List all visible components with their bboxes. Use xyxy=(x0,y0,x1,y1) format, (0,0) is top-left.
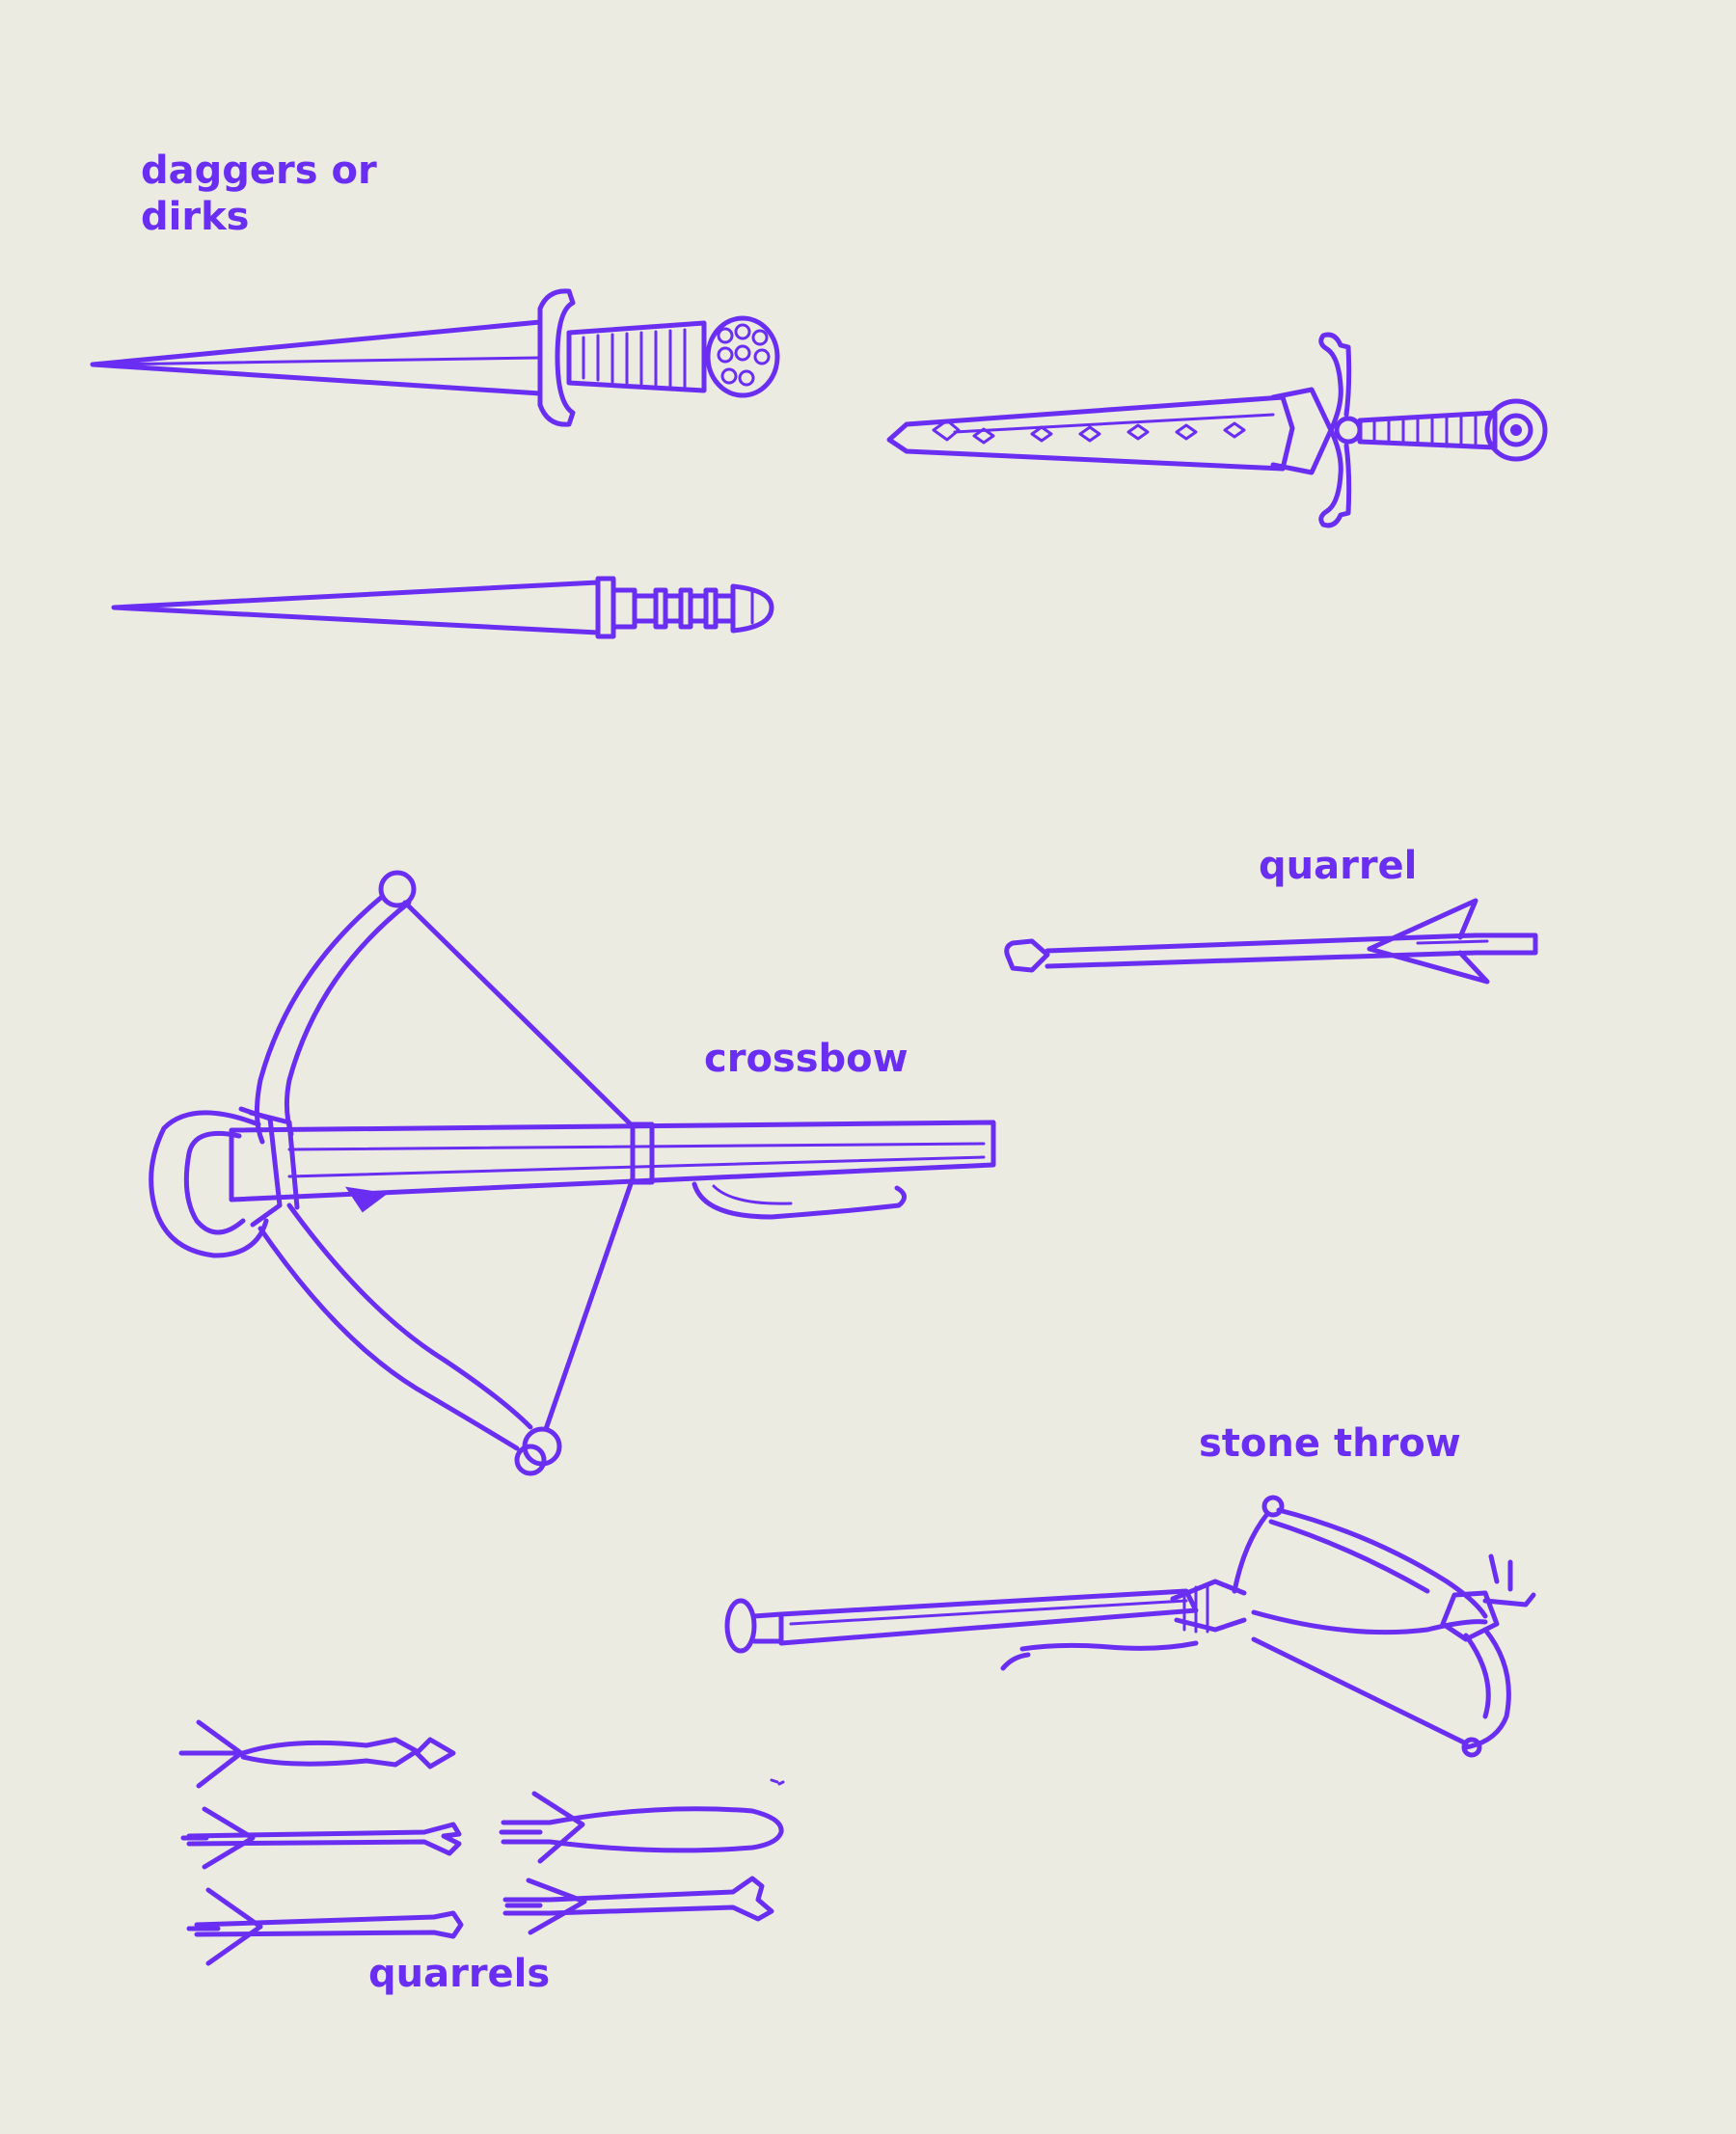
stone-throw-illustration xyxy=(724,1495,1536,1758)
quarrels-group-illustration xyxy=(178,1719,785,1966)
label-daggers-line1: daggers or xyxy=(141,149,377,193)
label-quarrel: quarrel xyxy=(1259,844,1418,888)
label-stone-throw: stone throw xyxy=(1199,1421,1461,1466)
label-crossbow: crossbow xyxy=(704,1037,909,1081)
dagger-banded-grip-illustration xyxy=(111,576,774,639)
dagger-ribbed-grip-illustration xyxy=(90,288,780,427)
dagger-ring-pommel-illustration xyxy=(886,332,1548,528)
label-quarrels: quarrels xyxy=(368,1952,551,1996)
crossbow-illustration xyxy=(149,870,996,1476)
quarrel-illustration xyxy=(1004,898,1538,985)
label-daggers-line2: dirks xyxy=(141,195,250,239)
